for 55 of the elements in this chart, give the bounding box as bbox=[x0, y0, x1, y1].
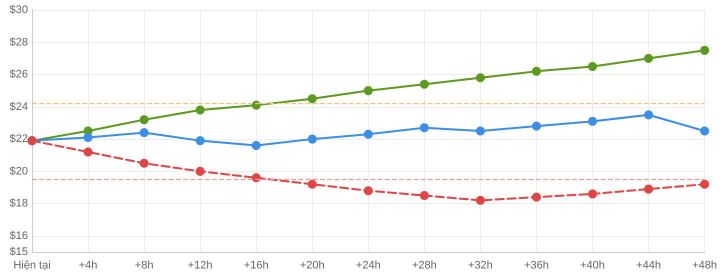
x-tick-label: +32h bbox=[468, 260, 493, 272]
x-tick-label: +36h bbox=[524, 260, 549, 272]
point bbox=[196, 166, 205, 176]
y-tick-label: $30 bbox=[10, 4, 28, 16]
y-tick-label: $24 bbox=[10, 100, 28, 113]
point bbox=[84, 147, 93, 156]
point bbox=[588, 189, 598, 198]
point bbox=[532, 192, 541, 202]
point bbox=[476, 73, 485, 82]
x-tick-label: +24h bbox=[356, 260, 381, 272]
x-tick-label: +4h bbox=[78, 260, 98, 272]
point bbox=[420, 123, 429, 132]
point bbox=[644, 54, 654, 63]
y-tick-label: $18 bbox=[10, 198, 28, 210]
point bbox=[196, 106, 205, 115]
x-tick-label: +8h bbox=[134, 260, 154, 272]
point bbox=[700, 126, 710, 136]
x-tick-label: Hiện tại bbox=[13, 260, 51, 272]
x-tick-label: +28h bbox=[412, 260, 437, 272]
point bbox=[364, 86, 373, 96]
point bbox=[308, 134, 317, 144]
y-tick-label: $26 bbox=[10, 68, 28, 81]
point bbox=[700, 180, 710, 189]
point bbox=[140, 158, 149, 168]
point bbox=[700, 46, 710, 55]
point bbox=[252, 141, 261, 150]
point bbox=[308, 94, 317, 104]
point bbox=[476, 126, 485, 136]
y-tick-label: $28 bbox=[10, 36, 28, 48]
x-tick-label: +12h bbox=[188, 260, 213, 272]
point bbox=[308, 180, 317, 189]
y-tick-label: $22 bbox=[10, 133, 28, 146]
y-tick-label: $20 bbox=[10, 165, 28, 178]
point bbox=[476, 196, 485, 205]
point bbox=[644, 110, 654, 120]
point bbox=[364, 130, 373, 139]
point bbox=[420, 191, 429, 200]
x-tick-label: +44h bbox=[636, 260, 661, 272]
y-tick-label: $15 bbox=[10, 246, 28, 258]
x-tick-label: +40h bbox=[580, 260, 605, 272]
point bbox=[140, 115, 149, 124]
point bbox=[196, 136, 205, 146]
point bbox=[140, 128, 149, 138]
y-tick-label: $16 bbox=[10, 230, 28, 242]
point bbox=[364, 186, 373, 196]
point bbox=[644, 184, 654, 194]
point bbox=[532, 66, 541, 76]
point bbox=[532, 122, 541, 131]
x-tick-label: +20h bbox=[300, 260, 325, 272]
x-tick-label: +16h bbox=[244, 260, 269, 272]
point bbox=[588, 62, 598, 71]
point bbox=[588, 116, 598, 126]
x-tick-label: +48h bbox=[692, 260, 717, 272]
point bbox=[420, 80, 429, 89]
point bbox=[84, 132, 93, 142]
